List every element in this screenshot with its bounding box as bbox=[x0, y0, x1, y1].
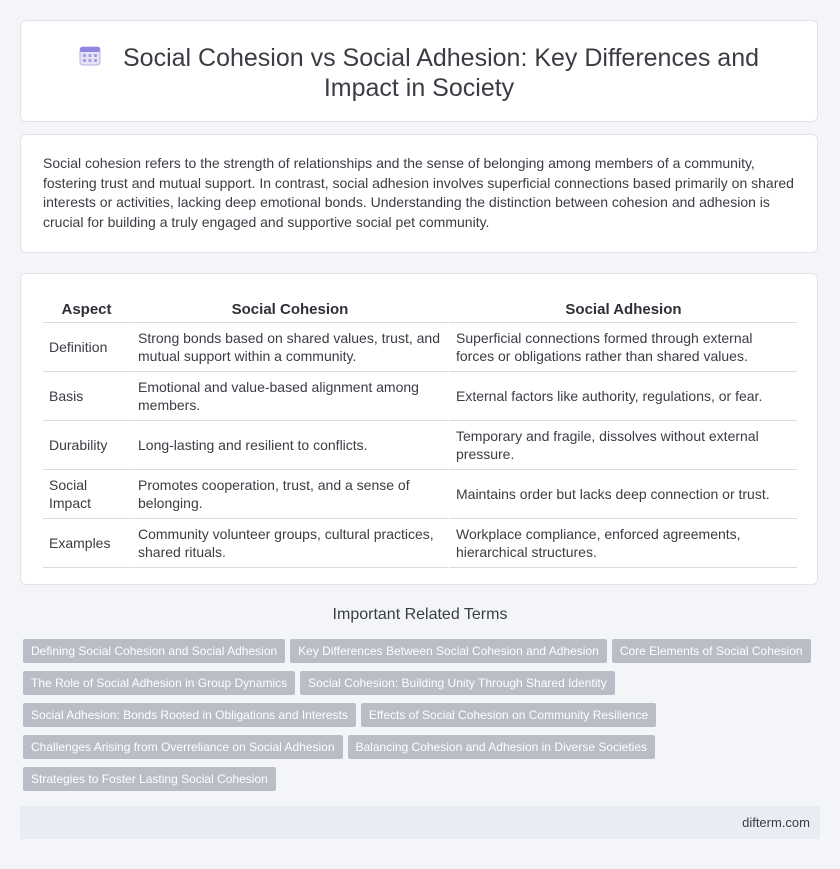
header-social-adhesion: Social Adhesion bbox=[448, 292, 797, 323]
table-row: Definition Strong bonds based on shared … bbox=[43, 323, 797, 372]
row-adhesion: Temporary and fragile, dissolves without… bbox=[448, 421, 797, 470]
row-aspect: Social Impact bbox=[43, 470, 130, 519]
intro-card: Social cohesion refers to the strength o… bbox=[20, 134, 818, 253]
row-adhesion: Workplace compliance, enforced agreement… bbox=[448, 519, 797, 568]
table-header-row: Aspect Social Cohesion Social Adhesion bbox=[43, 292, 797, 323]
row-aspect: Durability bbox=[43, 421, 130, 470]
table-row: Examples Community volunteer groups, cul… bbox=[43, 519, 797, 568]
row-adhesion: External factors like authority, regulat… bbox=[448, 372, 797, 421]
header-card: Social Cohesion vs Social Adhesion: Key … bbox=[20, 20, 818, 122]
table-row: Basis Emotional and value-based alignmen… bbox=[43, 372, 797, 421]
related-term-tag[interactable]: Effects of Social Cohesion on Community … bbox=[360, 703, 657, 727]
page-title-wrap: Social Cohesion vs Social Adhesion: Key … bbox=[21, 43, 817, 103]
related-term-tag[interactable]: The Role of Social Adhesion in Group Dyn… bbox=[23, 671, 296, 695]
page-title: Social Cohesion vs Social Adhesion: Key … bbox=[122, 44, 760, 102]
related-term-tag[interactable]: Strategies to Foster Lasting Social Cohe… bbox=[23, 767, 276, 791]
related-term-tag[interactable]: Challenges Arising from Overreliance on … bbox=[23, 735, 343, 759]
row-aspect: Basis bbox=[43, 372, 130, 421]
related-terms-list: Defining Social Cohesion and Social Adhe… bbox=[23, 639, 823, 799]
related-term-tag[interactable]: Social Adhesion: Bonds Rooted in Obligat… bbox=[23, 703, 356, 727]
row-adhesion: Maintains order but lacks deep connectio… bbox=[448, 470, 797, 519]
row-adhesion: Superficial connections formed through e… bbox=[448, 323, 797, 372]
related-term-tag[interactable]: Key Differences Between Social Cohesion … bbox=[290, 639, 607, 663]
intro-paragraph: Social cohesion refers to the strength o… bbox=[43, 155, 794, 230]
table-row: Social Impact Promotes cooperation, trus… bbox=[43, 470, 797, 519]
row-cohesion: Long-lasting and resilient to conflicts. bbox=[130, 421, 448, 470]
comparison-card: Aspect Social Cohesion Social Adhesion D… bbox=[20, 273, 818, 585]
row-cohesion: Strong bonds based on shared values, tru… bbox=[130, 323, 448, 372]
row-cohesion: Emotional and value-based alignment amon… bbox=[130, 372, 448, 421]
header-aspect: Aspect bbox=[43, 292, 130, 323]
related-term-tag[interactable]: Social Cohesion: Building Unity Through … bbox=[300, 671, 615, 695]
row-cohesion: Community volunteer groups, cultural pra… bbox=[130, 519, 448, 568]
footer-site-link[interactable]: difterm.com bbox=[742, 815, 810, 830]
related-term-tag[interactable]: Defining Social Cohesion and Social Adhe… bbox=[23, 639, 286, 663]
related-term-tag[interactable]: Core Elements of Social Cohesion bbox=[611, 639, 811, 663]
calendar-icon bbox=[79, 46, 101, 66]
row-aspect: Examples bbox=[43, 519, 130, 568]
header-social-cohesion: Social Cohesion bbox=[130, 292, 448, 323]
row-cohesion: Promotes cooperation, trust, and a sense… bbox=[130, 470, 448, 519]
related-terms-title: Important Related Terms bbox=[332, 606, 508, 623]
comparison-table: Aspect Social Cohesion Social Adhesion D… bbox=[43, 292, 797, 568]
row-aspect: Definition bbox=[43, 323, 130, 372]
table-row: Durability Long-lasting and resilient to… bbox=[43, 421, 797, 470]
footer: difterm.com bbox=[20, 806, 820, 839]
related-term-tag[interactable]: Balancing Cohesion and Adhesion in Diver… bbox=[347, 735, 656, 759]
